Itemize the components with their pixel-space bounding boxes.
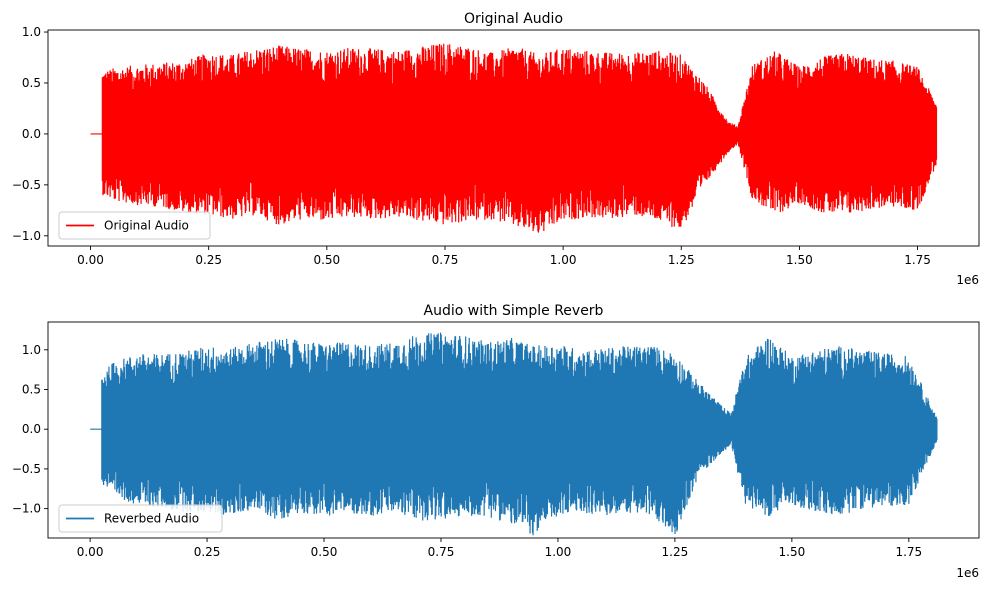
plot-frame [47, 321, 980, 539]
y-tick-label: −0.5 [12, 462, 41, 476]
y-tick-label: 1.0 [22, 343, 41, 357]
x-offset-label: 1e6 [956, 566, 979, 580]
x-tick-label: 0.50 [311, 545, 338, 559]
x-tick-label: 0.50 [313, 253, 340, 267]
x-offset-label: 1e6 [956, 273, 979, 287]
x-tick-label: 0.75 [432, 253, 459, 267]
chart-title: Original Audio [464, 11, 563, 27]
x-tick-label: 1.25 [668, 253, 695, 267]
legend-label: Original Audio [104, 219, 189, 233]
y-tick-label: 0.5 [22, 76, 41, 90]
y-tick-label: 1.0 [22, 25, 41, 39]
subplot-2: 0.00 0.25 0.50 0.75 1.00 1.25 1.50 1.75 −1.0 −0.5… [12, 303, 980, 580]
legend: Reverbed Audio [58, 504, 223, 533]
y-tick-label: 0.0 [22, 127, 41, 141]
x-tick-label: 0.75 [428, 545, 455, 559]
x-tick-label: 0.00 [77, 253, 104, 267]
y-tick-label: 0.0 [22, 422, 41, 436]
y-tick-label: −1.0 [12, 229, 41, 243]
y-tick-label: −0.5 [12, 178, 41, 192]
y-tick-label: 0.5 [22, 383, 41, 397]
x-tick-label: 1.25 [662, 545, 689, 559]
subplot-1: 0.00 0.25 0.50 0.75 1.00 1.25 1.50 1.75 −1.0 −0.5… [12, 11, 980, 287]
x-tick-label: 1.75 [904, 253, 931, 267]
x-tick-label: 0.25 [195, 253, 222, 267]
x-tick-label: 1.50 [779, 545, 806, 559]
legend-label: Reverbed Audio [104, 512, 199, 526]
legend-box [58, 504, 223, 533]
x-tick-label: 1.50 [786, 253, 813, 267]
chart-title: Audio with Simple Reverb [424, 303, 604, 319]
series-line-1 [90, 332, 938, 536]
x-tick-label: 0.00 [77, 545, 104, 559]
y-tick-label: −1.0 [12, 502, 41, 516]
legend: Original Audio [58, 211, 211, 240]
legend-box [58, 211, 211, 240]
x-tick-label: 1.00 [545, 545, 572, 559]
x-tick-label: 0.25 [194, 545, 221, 559]
plot-frame [47, 29, 980, 247]
x-tick-label: 1.00 [550, 253, 577, 267]
x-tick-label: 1.75 [895, 545, 922, 559]
series-line-1 [90, 43, 938, 233]
